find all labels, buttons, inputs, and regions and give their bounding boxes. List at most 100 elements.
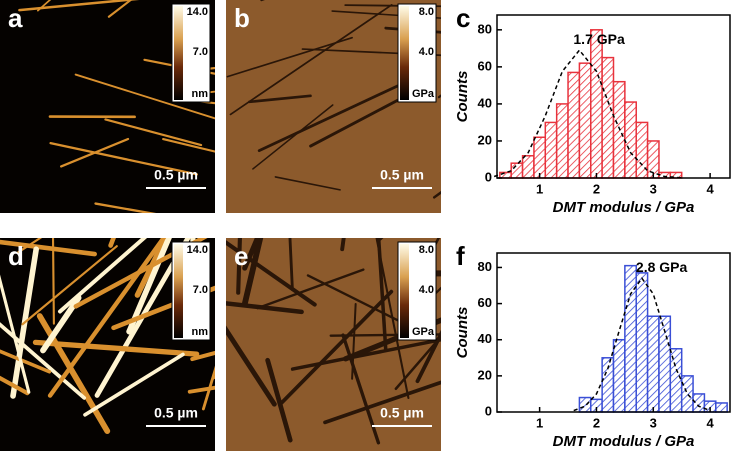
y-axis-label: Counts: [454, 307, 471, 359]
fiber: [47, 238, 167, 398]
fiber: [236, 238, 242, 295]
fiber: [351, 302, 357, 380]
fiber: [226, 325, 277, 407]
colorbar-unit: GPa: [412, 326, 435, 338]
y-tick-label: 80: [478, 21, 492, 36]
fiber: [256, 268, 365, 310]
fiber: [226, 301, 304, 315]
fiber: [301, 48, 441, 57]
fiber: [376, 238, 388, 353]
fiber: [257, 79, 411, 153]
fiber: [0, 349, 52, 374]
bar: [533, 136, 547, 179]
x-tick-label: 2: [593, 415, 600, 430]
fiber: [229, 3, 393, 116]
fiber: [0, 322, 87, 400]
fiber: [94, 202, 157, 213]
annotation: 2.8 GPa: [636, 259, 688, 275]
bar: [510, 162, 524, 179]
fiber: [288, 238, 294, 292]
plot-frame: [496, 252, 731, 413]
colorbar-max: 14.0: [187, 244, 208, 256]
fiber: [190, 350, 215, 362]
fit-curve: [493, 48, 682, 179]
bar: [544, 121, 558, 179]
plot-frame: [496, 14, 731, 179]
fit-curve: [573, 277, 711, 412]
fiber: [415, 329, 441, 384]
fiber: [58, 238, 148, 314]
x-tick-label: 2: [593, 181, 600, 196]
colorbar: [174, 6, 183, 100]
y-tick-label: 40: [478, 95, 492, 110]
colorbar-max: 14.0: [187, 6, 208, 18]
x-tick-label: 1: [536, 181, 543, 196]
fiber: [51, 238, 55, 325]
fiber: [274, 176, 341, 191]
fiber: [242, 238, 264, 306]
fiber: [278, 289, 394, 407]
y-tick-label: 60: [478, 58, 492, 73]
bar: [521, 155, 535, 179]
y-tick-label: 80: [478, 259, 492, 274]
fiber: [16, 238, 43, 254]
x-axis-label: DMT modulus / GPa: [553, 433, 695, 450]
fiber: [104, 118, 203, 147]
colorbar-unit: nm: [192, 88, 209, 100]
bar: [624, 101, 637, 179]
colorbar-unit: GPa: [412, 88, 435, 100]
y-tick-label: 40: [478, 331, 492, 346]
fiber: [309, 96, 403, 148]
fiber: [410, 270, 441, 277]
bar: [601, 56, 615, 179]
colorbar-mid: 4.0: [419, 46, 434, 58]
bar: [567, 71, 581, 179]
y-axis-label: Counts: [454, 71, 471, 123]
x-tick-label: 4: [706, 415, 714, 430]
bar: [612, 338, 626, 413]
fiber: [0, 274, 31, 394]
colorbar-unit: nm: [192, 326, 209, 338]
colorbar: [400, 244, 409, 338]
fiber: [40, 294, 82, 354]
x-tick-label: 4: [706, 181, 714, 196]
bar: [680, 375, 694, 413]
y-tick-label: 0: [485, 403, 492, 418]
scale-bar-label: 0.5 µm: [380, 405, 424, 421]
fiber: [49, 142, 199, 176]
fiber: [394, 334, 441, 391]
fiber: [226, 240, 317, 307]
fiber: [32, 339, 200, 357]
panel-label: b: [234, 3, 250, 33]
fiber: [74, 73, 215, 120]
panel-label: e: [234, 241, 248, 271]
bar: [601, 357, 615, 413]
colorbar: [400, 6, 409, 100]
fiber: [226, 36, 353, 78]
colorbar-max: 8.0: [419, 244, 434, 256]
scale-bar-label: 0.5 µm: [154, 405, 198, 421]
bar: [578, 396, 592, 413]
fiber: [252, 104, 334, 170]
fiber: [73, 238, 208, 309]
colorbar-mid: 7.0: [193, 46, 208, 58]
panel-label: c: [456, 3, 470, 33]
fiber: [0, 375, 30, 396]
colorbar-mid: 4.0: [419, 284, 434, 296]
y-tick-label: 20: [478, 367, 492, 382]
bar: [635, 272, 649, 413]
y-tick-label: 60: [478, 295, 492, 310]
fiber: [0, 239, 97, 257]
fiber: [162, 137, 215, 153]
colorbar-max: 8.0: [419, 6, 434, 18]
panel-label: f: [456, 241, 465, 271]
x-axis-label: DMT modulus / GPa: [553, 199, 695, 216]
scale-bar-label: 0.5 µm: [154, 167, 198, 183]
x-tick-label: 1: [536, 415, 543, 430]
colorbar-mid: 7.0: [193, 284, 208, 296]
bar: [590, 29, 603, 179]
fiber: [265, 357, 293, 443]
bar: [715, 402, 728, 413]
y-tick-label: 0: [485, 169, 492, 184]
